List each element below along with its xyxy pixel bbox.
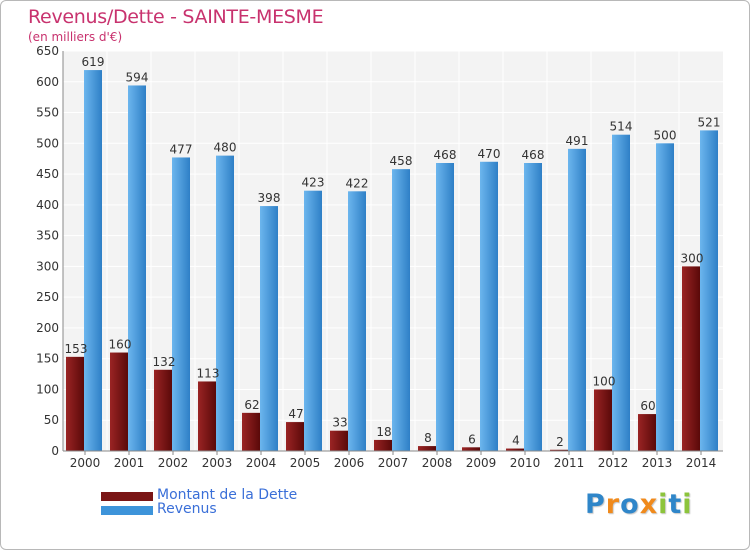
bar-revenue xyxy=(348,191,366,452)
data-label-revenue: 514 xyxy=(610,120,633,134)
data-label-debt: 62 xyxy=(244,398,259,412)
data-label-revenue: 468 xyxy=(522,148,545,162)
bar-debt xyxy=(154,369,172,451)
y-tick-label: 50 xyxy=(44,413,59,427)
x-tick-label: 2010 xyxy=(510,456,541,470)
data-label-revenue: 423 xyxy=(302,176,325,190)
bar-revenue xyxy=(260,206,278,451)
data-label-debt: 2 xyxy=(556,435,564,449)
x-tick-label: 2009 xyxy=(466,456,497,470)
data-label-debt: 132 xyxy=(153,355,176,369)
bar-debt xyxy=(418,446,436,451)
data-label-revenue: 468 xyxy=(434,148,457,162)
bar-revenue xyxy=(172,157,190,451)
y-tick-label: 400 xyxy=(36,198,59,212)
x-tick-label: 2012 xyxy=(598,456,629,470)
data-label-revenue: 500 xyxy=(654,128,677,142)
x-tick-label: 2007 xyxy=(378,456,409,470)
bar-debt xyxy=(638,414,656,451)
y-tick-label: 600 xyxy=(36,75,59,89)
bar-debt xyxy=(506,448,524,451)
x-tick-label: 2005 xyxy=(290,456,321,470)
data-label-revenue: 470 xyxy=(478,147,501,161)
x-tick-label: 2006 xyxy=(334,456,365,470)
data-label-debt: 8 xyxy=(424,431,432,445)
bar-revenue xyxy=(216,155,234,451)
data-label-debt: 300 xyxy=(681,251,704,265)
bar-debt xyxy=(682,266,700,451)
data-label-debt: 60 xyxy=(640,399,655,413)
y-tick-label: 300 xyxy=(36,259,59,273)
bar-debt xyxy=(110,352,128,451)
legend-swatch-debt xyxy=(101,492,153,501)
data-label-debt: 4 xyxy=(512,434,520,448)
bar-debt xyxy=(242,412,260,451)
x-tick-label: 2001 xyxy=(114,456,145,470)
bar-debt xyxy=(462,447,480,451)
chart-unit-label: (en milliers d'€) xyxy=(28,30,123,44)
x-tick-label: 2008 xyxy=(422,456,453,470)
bar-revenue xyxy=(480,161,498,451)
y-tick-label: 150 xyxy=(36,352,59,366)
x-tick-label: 2013 xyxy=(642,456,673,470)
data-label-revenue: 619 xyxy=(82,55,105,69)
bar-debt xyxy=(550,449,568,451)
bar-debt xyxy=(66,356,84,451)
x-tick-label: 2011 xyxy=(554,456,585,470)
y-tick-label: 250 xyxy=(36,290,59,304)
bar-revenue xyxy=(656,143,674,452)
data-label-revenue: 458 xyxy=(390,154,413,168)
x-tick-label: 2014 xyxy=(686,456,717,470)
data-label-revenue: 477 xyxy=(170,142,193,156)
y-tick-label: 450 xyxy=(36,167,59,181)
bar-revenue xyxy=(436,163,454,451)
legend-label-revenue: Revenus xyxy=(157,501,217,517)
data-label-debt: 18 xyxy=(376,425,391,439)
x-tick-label: 2002 xyxy=(158,456,189,470)
bar-debt xyxy=(286,422,304,451)
bar-revenue xyxy=(128,85,146,451)
legend-swatch-revenue xyxy=(101,506,153,515)
bar-revenue xyxy=(84,70,102,452)
proxiti-logo: Proxiti xyxy=(585,489,693,520)
legend-label-debt: Montant de la Dette xyxy=(157,487,298,503)
data-label-debt: 100 xyxy=(593,374,616,388)
bar-revenue xyxy=(392,169,410,451)
data-label-revenue: 521 xyxy=(698,115,721,129)
y-tick-label: 650 xyxy=(36,44,59,58)
chart-title: Revenus/Dette - SAINTE-MESME xyxy=(28,6,324,28)
bar-debt xyxy=(198,381,216,451)
y-tick-label: 350 xyxy=(36,229,59,243)
y-tick-label: 500 xyxy=(36,136,59,150)
y-tick-label: 0 xyxy=(51,444,59,458)
data-label-debt: 160 xyxy=(109,338,132,352)
y-tick-label: 550 xyxy=(36,106,59,120)
y-tick-label: 200 xyxy=(36,321,59,335)
bar-revenue xyxy=(524,163,542,451)
data-label-revenue: 398 xyxy=(258,191,281,205)
data-label-debt: 33 xyxy=(332,416,347,430)
x-tick-label: 2004 xyxy=(246,456,277,470)
data-label-revenue: 491 xyxy=(566,134,589,148)
bar-debt xyxy=(330,430,348,451)
data-label-debt: 113 xyxy=(197,366,220,380)
bar-revenue xyxy=(700,130,718,451)
data-label-debt: 6 xyxy=(468,432,476,446)
data-label-debt: 153 xyxy=(65,342,88,356)
data-label-revenue: 594 xyxy=(126,70,149,84)
bar-revenue xyxy=(612,134,630,451)
data-label-revenue: 422 xyxy=(346,176,369,190)
bar-revenue xyxy=(568,148,586,451)
bar-revenue xyxy=(304,190,322,451)
x-tick-label: 2000 xyxy=(70,456,101,470)
data-label-debt: 47 xyxy=(288,407,303,421)
bar-debt xyxy=(374,439,392,451)
data-label-revenue: 480 xyxy=(214,141,237,155)
bar-debt xyxy=(594,389,612,451)
y-tick-label: 100 xyxy=(36,382,59,396)
x-tick-label: 2003 xyxy=(202,456,233,470)
